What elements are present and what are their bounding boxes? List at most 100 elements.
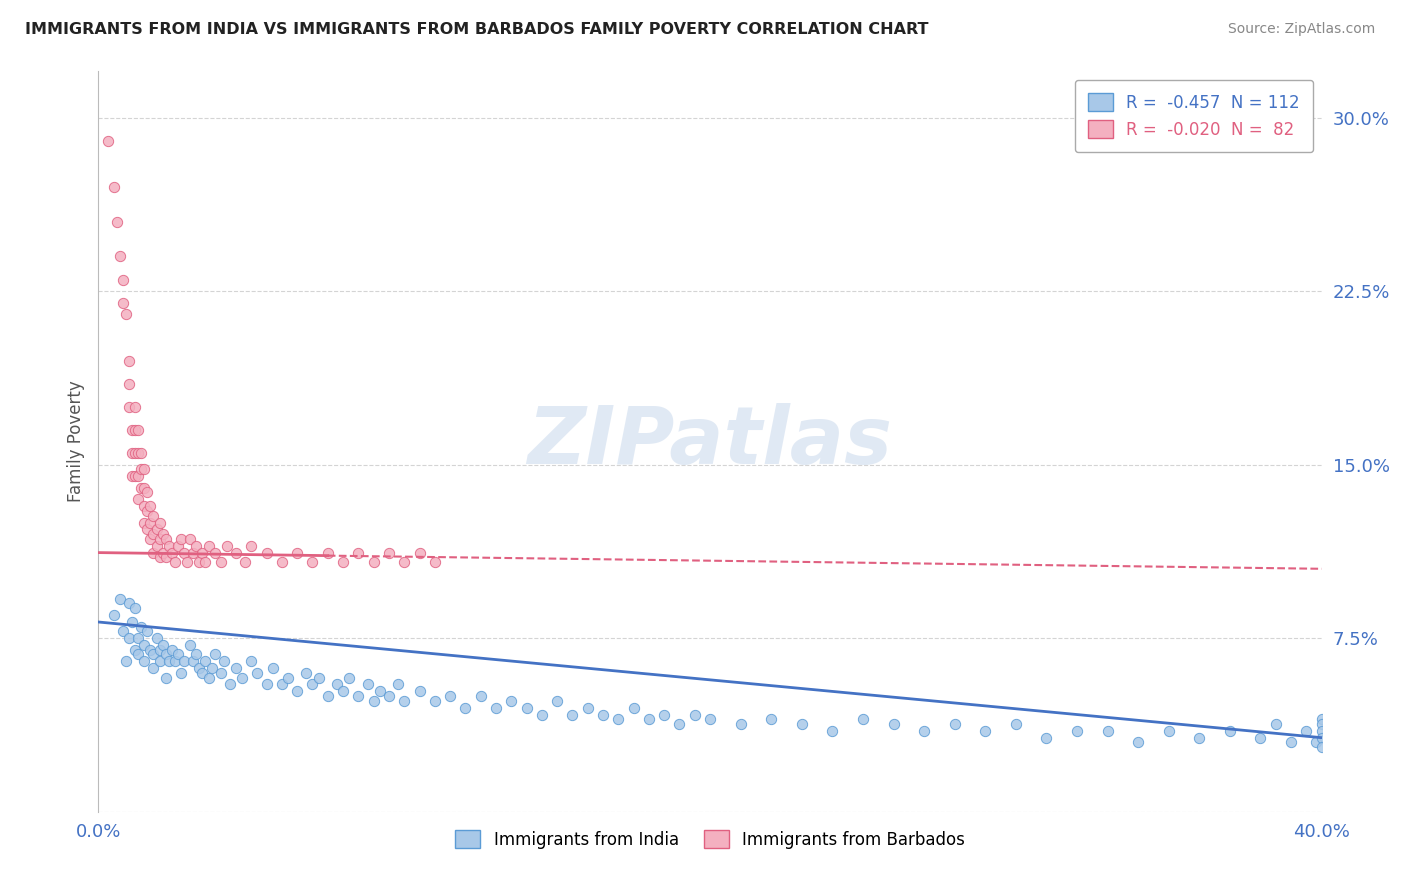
Point	[170, 665, 193, 680]
Point	[356, 677, 378, 691]
Point	[378, 689, 401, 703]
Point	[240, 539, 263, 553]
Point	[387, 677, 409, 691]
Point	[637, 712, 661, 726]
Point	[215, 539, 238, 553]
Point	[118, 400, 141, 414]
Point	[157, 539, 180, 553]
Point	[118, 376, 141, 391]
Point	[308, 671, 330, 685]
Point	[152, 638, 174, 652]
Point	[136, 485, 159, 500]
Text: Source: ZipAtlas.com: Source: ZipAtlas.com	[1227, 22, 1375, 37]
Point	[623, 700, 645, 714]
Point	[561, 707, 583, 722]
Point	[111, 272, 134, 286]
Point	[852, 712, 875, 726]
Point	[173, 654, 195, 668]
Point	[204, 545, 226, 560]
Point	[163, 654, 186, 668]
Point	[134, 500, 156, 514]
Point	[124, 601, 146, 615]
Point	[423, 555, 446, 569]
Point	[139, 516, 162, 530]
Point	[155, 550, 177, 565]
Point	[139, 500, 162, 514]
Point	[155, 532, 177, 546]
Point	[262, 661, 284, 675]
Point	[204, 648, 226, 662]
Point	[301, 555, 323, 569]
Point	[124, 446, 146, 460]
Point	[103, 608, 125, 623]
Point	[1035, 731, 1057, 745]
Point	[149, 642, 172, 657]
Point	[652, 707, 675, 722]
Point	[145, 523, 167, 537]
Point	[108, 591, 131, 606]
Point	[197, 671, 219, 685]
Point	[145, 631, 167, 645]
Point	[127, 469, 149, 483]
Point	[129, 619, 152, 633]
Point	[1188, 731, 1211, 745]
Point	[149, 550, 172, 565]
Point	[485, 700, 508, 714]
Point	[516, 700, 538, 714]
Point	[699, 712, 721, 726]
Point	[316, 689, 339, 703]
Point	[197, 539, 219, 553]
Point	[142, 527, 165, 541]
Point	[191, 545, 214, 560]
Point	[378, 545, 401, 560]
Point	[277, 671, 299, 685]
Point	[149, 654, 172, 668]
Point	[111, 624, 134, 639]
Point	[423, 694, 446, 708]
Point	[607, 712, 630, 726]
Point	[129, 446, 152, 460]
Point	[124, 469, 146, 483]
Point	[592, 707, 614, 722]
Point	[316, 545, 339, 560]
Point	[191, 665, 214, 680]
Point	[270, 677, 292, 691]
Point	[246, 665, 269, 680]
Point	[127, 492, 149, 507]
Point	[225, 545, 247, 560]
Point	[295, 665, 318, 680]
Point	[136, 624, 159, 639]
Point	[212, 654, 235, 668]
Y-axis label: Family Poverty: Family Poverty	[66, 381, 84, 502]
Point	[501, 694, 523, 708]
Point	[118, 597, 141, 611]
Point	[179, 532, 201, 546]
Point	[1295, 723, 1317, 738]
Point	[408, 684, 430, 698]
Point	[301, 677, 323, 691]
Point	[127, 423, 149, 437]
Point	[1097, 723, 1119, 738]
Point	[883, 716, 905, 731]
Point	[142, 661, 165, 675]
Point	[121, 446, 143, 460]
Point	[181, 654, 204, 668]
Point	[347, 689, 370, 703]
Point	[1219, 723, 1241, 738]
Point	[152, 545, 174, 560]
Point	[790, 716, 813, 731]
Point	[188, 661, 211, 675]
Point	[439, 689, 461, 703]
Point	[149, 516, 172, 530]
Point	[167, 539, 190, 553]
Point	[134, 462, 156, 476]
Point	[1310, 712, 1333, 726]
Point	[181, 545, 204, 560]
Point	[209, 665, 232, 680]
Point	[1305, 735, 1327, 749]
Point	[121, 469, 143, 483]
Point	[332, 684, 354, 698]
Point	[127, 631, 149, 645]
Point	[231, 671, 253, 685]
Point	[200, 661, 222, 675]
